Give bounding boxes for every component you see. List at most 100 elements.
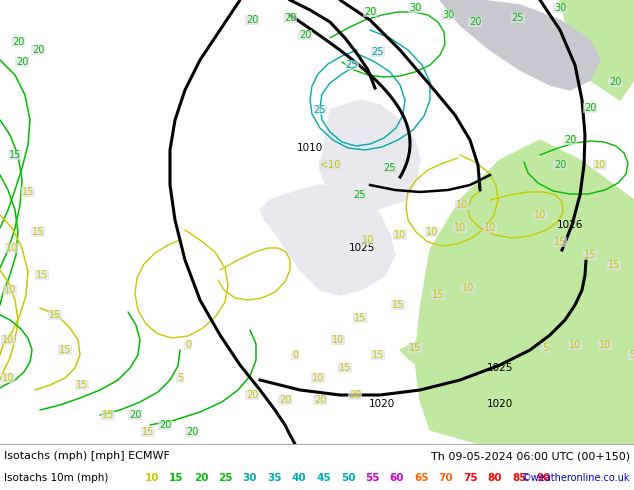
Text: 10: 10 [599, 340, 611, 350]
Text: 15: 15 [554, 237, 566, 247]
Text: 30: 30 [409, 3, 421, 13]
Text: 1025: 1025 [349, 243, 375, 253]
Text: 20: 20 [584, 103, 596, 113]
Text: 10: 10 [6, 243, 18, 253]
Text: 20: 20 [129, 410, 141, 420]
Text: 10: 10 [462, 283, 474, 293]
Text: 25: 25 [218, 473, 233, 483]
Text: 10: 10 [2, 335, 14, 345]
Text: 1020: 1020 [487, 399, 513, 409]
Text: 1020: 1020 [369, 399, 395, 409]
Text: 25: 25 [384, 163, 396, 173]
Text: 10: 10 [145, 473, 159, 483]
Text: 30: 30 [243, 473, 257, 483]
Text: 10: 10 [394, 230, 406, 240]
Text: 10: 10 [332, 335, 344, 345]
Text: 10: 10 [594, 160, 606, 170]
Text: 15: 15 [76, 380, 88, 390]
Polygon shape [415, 140, 634, 444]
Text: 20: 20 [12, 37, 24, 47]
Text: 20: 20 [364, 7, 376, 17]
Text: 10: 10 [569, 340, 581, 350]
Text: 15: 15 [372, 350, 384, 360]
Text: 20: 20 [299, 30, 311, 40]
Text: 5: 5 [542, 343, 548, 353]
Text: 10: 10 [484, 223, 496, 233]
Text: 10: 10 [2, 373, 14, 383]
Text: 25: 25 [512, 13, 524, 23]
Text: 25: 25 [372, 47, 384, 57]
Text: 15: 15 [432, 290, 444, 300]
Polygon shape [560, 0, 634, 100]
Text: 90: 90 [537, 473, 551, 483]
Text: ©weatheronline.co.uk: ©weatheronline.co.uk [522, 473, 630, 483]
Text: 1026: 1026 [557, 220, 583, 230]
Text: Isotachs 10m (mph): Isotachs 10m (mph) [4, 473, 108, 483]
Text: 15: 15 [49, 310, 61, 320]
Text: 25: 25 [354, 190, 366, 200]
Text: 20: 20 [609, 77, 621, 87]
Text: 50: 50 [340, 473, 355, 483]
Text: <10: <10 [320, 160, 340, 170]
Text: 15: 15 [9, 150, 21, 160]
Text: 20: 20 [314, 395, 326, 405]
Text: 15: 15 [339, 363, 351, 373]
Text: 20: 20 [246, 390, 258, 400]
Text: 10: 10 [454, 223, 466, 233]
Text: 15: 15 [584, 250, 596, 260]
Text: 15: 15 [608, 260, 620, 270]
Text: Isotachs (mph) [mph] ECMWF: Isotachs (mph) [mph] ECMWF [4, 451, 170, 461]
Text: 15: 15 [59, 345, 71, 355]
Text: 15: 15 [102, 410, 114, 420]
Text: 10: 10 [4, 285, 16, 295]
Polygon shape [260, 185, 395, 295]
Text: 15: 15 [409, 343, 421, 353]
Polygon shape [440, 0, 600, 90]
Text: 55: 55 [365, 473, 380, 483]
Text: 20: 20 [554, 160, 566, 170]
Text: 20: 20 [349, 390, 361, 400]
Text: 70: 70 [439, 473, 453, 483]
Text: 30: 30 [442, 10, 454, 20]
Text: 20: 20 [279, 395, 291, 405]
Text: 15: 15 [36, 270, 48, 280]
Text: 85: 85 [512, 473, 527, 483]
Text: 1010: 1010 [297, 143, 323, 153]
Text: 10: 10 [456, 200, 468, 210]
Text: 20: 20 [469, 17, 481, 27]
Text: 10: 10 [362, 235, 374, 245]
Text: 0: 0 [185, 340, 191, 350]
Text: 20: 20 [32, 45, 44, 55]
Text: 20: 20 [16, 57, 28, 67]
Text: 1025: 1025 [487, 363, 513, 373]
Text: 20: 20 [564, 135, 576, 145]
Text: 20: 20 [246, 15, 258, 25]
Text: 25: 25 [314, 105, 327, 115]
Text: 10: 10 [534, 210, 546, 220]
Text: 75: 75 [463, 473, 478, 483]
Text: 15: 15 [392, 300, 404, 310]
Text: 40: 40 [292, 473, 306, 483]
Text: 30: 30 [554, 3, 566, 13]
Text: 25: 25 [346, 60, 358, 70]
Text: 0: 0 [292, 350, 298, 360]
Polygon shape [400, 320, 634, 444]
Text: 15: 15 [32, 227, 44, 237]
Text: 65: 65 [414, 473, 429, 483]
Text: 20: 20 [158, 420, 171, 430]
Text: 15: 15 [169, 473, 184, 483]
Text: Th 09-05-2024 06:00 UTC (00+150): Th 09-05-2024 06:00 UTC (00+150) [431, 451, 630, 461]
Text: 5: 5 [629, 350, 634, 360]
Text: 20: 20 [194, 473, 208, 483]
Text: 10: 10 [426, 227, 438, 237]
Text: 60: 60 [390, 473, 404, 483]
Text: 15: 15 [354, 313, 366, 323]
Text: 10: 10 [312, 373, 324, 383]
Text: 20: 20 [186, 427, 198, 437]
Text: 80: 80 [488, 473, 502, 483]
Text: 15: 15 [142, 427, 154, 437]
Text: 5: 5 [177, 373, 183, 383]
Polygon shape [320, 100, 420, 215]
Text: 45: 45 [316, 473, 331, 483]
Text: 20: 20 [284, 13, 296, 23]
